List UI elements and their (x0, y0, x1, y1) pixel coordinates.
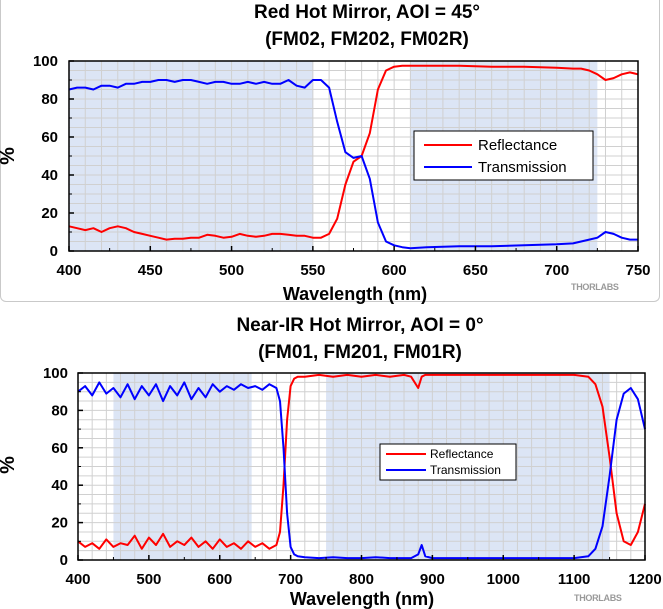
legend-label-reflectance: Reflectance (478, 137, 557, 154)
legend-box (379, 443, 517, 481)
x-tick-label: 500 (219, 262, 244, 279)
y-tick-label: 80 (51, 402, 68, 419)
legend-label-reflectance: Reflectance (430, 447, 494, 461)
x-tick-label: 400 (56, 262, 81, 279)
brand-watermark: THORLABS (571, 282, 619, 292)
x-tick-label: 900 (420, 571, 445, 588)
y-tick-label: 60 (51, 440, 68, 457)
y-tick-labels: 0 20 40 60 80 100 (43, 365, 68, 569)
y-tick-label: 40 (41, 167, 58, 184)
y-tick-label: 20 (41, 205, 58, 222)
chart-near-ir-hot-mirror: Near-IR Hot Mirror, AOI = 0° (FM01, FM20… (0, 315, 662, 609)
series-lines (68, 64, 639, 250)
y-tick-label: 100 (33, 53, 58, 70)
y-axis-label: % (0, 147, 19, 165)
x-tick-label: 600 (207, 571, 232, 588)
tick-marks (77, 372, 646, 561)
x-tick-label: 550 (300, 262, 325, 279)
x-tick-label: 650 (463, 262, 488, 279)
x-tick-label: 750 (625, 262, 650, 279)
chart-title: Red Hot Mirror, AOI = 45° (254, 2, 480, 23)
x-tick-label: 450 (138, 262, 163, 279)
legend-box (413, 130, 594, 181)
x-tick-label: 700 (544, 262, 569, 279)
x-tick-label: 700 (278, 571, 303, 588)
legend-label-transmission: Transmission (430, 463, 501, 477)
y-tick-label: 0 (60, 552, 68, 569)
brand-watermark: THORLABS (574, 593, 622, 603)
x-tick-label: 1100 (558, 571, 591, 588)
x-tick-label: 500 (136, 571, 161, 588)
y-tick-label: 60 (41, 129, 58, 146)
x-tick-labels: 400 450 500 550 600 650 700 750 (56, 262, 650, 279)
x-axis-label: Wavelength (nm) (290, 589, 434, 609)
top-panel-frame (0, 0, 660, 302)
chart-title: Near-IR Hot Mirror, AOI = 0° (236, 315, 483, 336)
chart-subtitle: (FM01, FM201, FM01R) (258, 342, 462, 363)
y-tick-label: 100 (43, 365, 68, 382)
y-axis-label: % (0, 456, 19, 474)
tick-marks (68, 60, 639, 252)
x-axis-label: Wavelength (nm) (283, 284, 427, 304)
y-tick-label: 40 (51, 477, 68, 494)
y-tick-label: 80 (41, 91, 58, 108)
x-tick-label: 400 (65, 571, 90, 588)
chart-subtitle: (FM02, FM202, FM02R) (265, 29, 469, 50)
gridlines (69, 61, 638, 251)
y-tick-label: 20 (51, 515, 68, 532)
legend-label-transmission: Transmission (478, 159, 567, 176)
y-tick-label: 0 (50, 243, 58, 260)
x-tick-label: 800 (349, 571, 374, 588)
legend: Reflectance Transmission (413, 130, 594, 181)
series-line-transmission (68, 79, 638, 250)
y-tick-labels: 0 20 40 60 80 100 (33, 53, 58, 260)
x-tick-label: 1200 (628, 571, 661, 588)
chart-red-hot-mirror: Red Hot Mirror, AOI = 45° (FM02, FM202, … (0, 2, 651, 304)
x-tick-label: 600 (382, 262, 407, 279)
x-tick-labels: 400 500 600 700 800 900 1000 1100 1200 (65, 571, 661, 588)
legend: Reflectance Transmission (379, 443, 517, 481)
series-line-reflectance (68, 64, 639, 241)
x-tick-label: 1000 (487, 571, 520, 588)
series-line-reflectance (77, 373, 646, 550)
